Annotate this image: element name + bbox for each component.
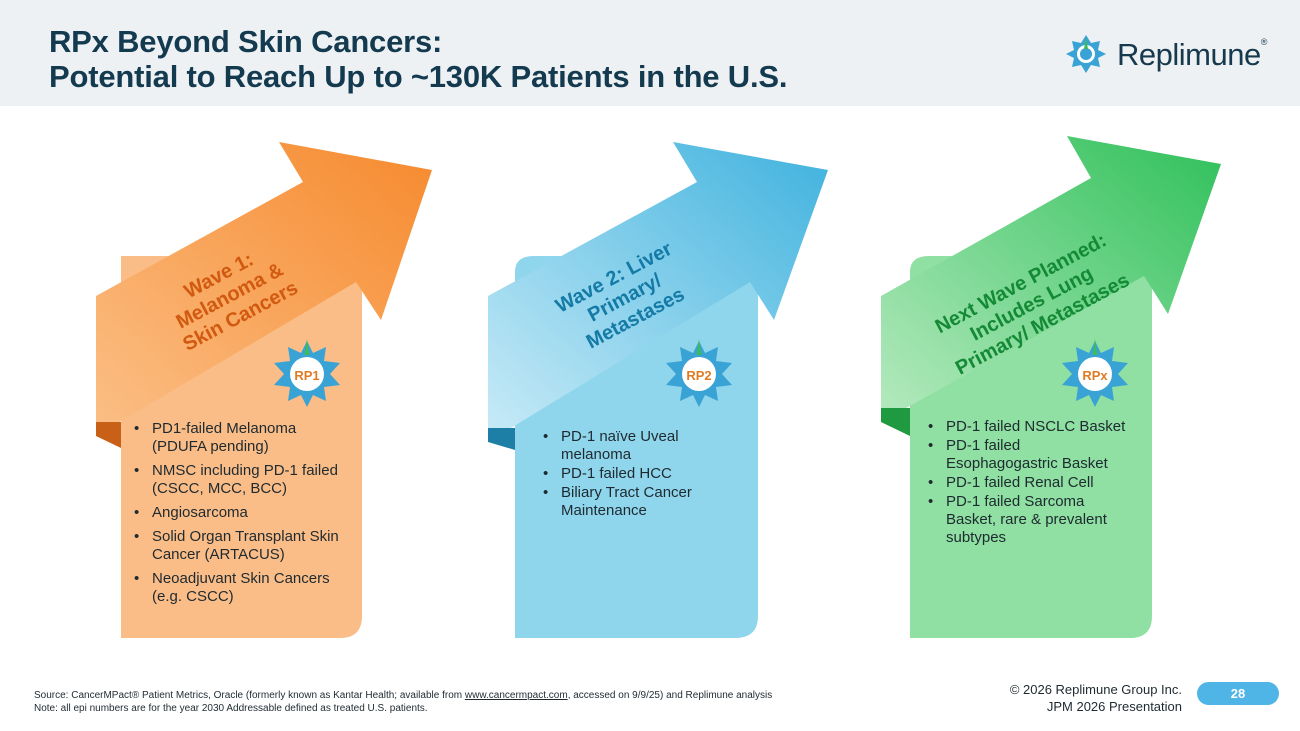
replimune-logo: Replimune® [1064, 33, 1274, 75]
rpx-badge-icon [1062, 339, 1128, 407]
wave-3-item-4: PD-1 failed Sarcoma Basket, rare & preva… [924, 493, 1129, 547]
copyright-block: © 2026 Replimune Group Inc. JPM 2026 Pre… [960, 681, 1182, 715]
wave-3-item-3: PD-1 failed Renal Cell [924, 474, 1129, 492]
source-suffix: , accessed on 9/9/25) and Replimune anal… [567, 690, 773, 701]
copyright-line: © 2026 Replimune Group Inc. [1009, 682, 1182, 697]
rp2-badge: RP2 [656, 337, 742, 413]
rp1-badge-label: RP1 [294, 368, 320, 383]
wave-1-arrow-shape [96, 142, 432, 436]
rpx-badge-label: RPx [1082, 368, 1108, 383]
slide-title: RPx Beyond Skin Cancers: Potential to Re… [49, 24, 787, 94]
logo-registered-mark: ® [1260, 37, 1268, 47]
rp2-badge-icon [666, 339, 732, 407]
wave-2-list: PD-1 naïve Uveal melanoma PD-1 failed HC… [539, 428, 729, 521]
rp1-badge-icon [274, 339, 340, 407]
source-prefix: Source: CancerMPact® Patient Metrics, Or… [34, 690, 465, 701]
wave-3-item-1: PD-1 failed NSCLC Basket [924, 418, 1129, 436]
wave-1-item-4: Solid Organ Transplant Skin Cancer (ARTA… [130, 528, 352, 564]
wave-1-arrow-fold [96, 422, 121, 448]
replimune-logo-text: Replimune® [1117, 37, 1267, 73]
wave-1-item-5: Neoadjuvant Skin Cancers (e.g. CSCC) [130, 570, 352, 606]
slide-title-line-1: RPx Beyond Skin Cancers: [49, 24, 443, 59]
cancermpact-link[interactable]: www.cancermpact.com [464, 690, 568, 701]
rp2-badge-label: RP2 [686, 368, 712, 383]
page-number-badge: 28 [1197, 682, 1279, 705]
wave-2-arrow-shape [488, 142, 828, 442]
wave-1-item-1: PD1-failed Melanoma (PDUFA pending) [130, 420, 352, 456]
wave-2-item-1: PD-1 naïve Uveal melanoma [539, 428, 729, 464]
wave-1-item-3: Angiosarcoma [130, 504, 352, 522]
rpx-badge: RPx [1052, 337, 1138, 413]
wave-3-item-2: PD-1 failed Esophagogastric Basket [924, 437, 1129, 473]
rp1-badge: RP1 [264, 337, 350, 413]
wave-2-item-2: PD-1 failed HCC [539, 465, 729, 483]
wave-3-arrow [881, 136, 1221, 638]
logo-wordmark: Replimune [1117, 37, 1261, 72]
wave-3-arrow-fold [881, 408, 910, 436]
replimune-logo-icon [1066, 35, 1106, 73]
presentation-name: JPM 2026 Presentation [1046, 699, 1182, 714]
wave-2-item-3: Biliary Tract Cancer Maintenance [539, 484, 729, 520]
slide-title-line-2: Potential to Reach Up to ~130K Patients … [49, 59, 788, 94]
source-line: Source: CancerMPact® Patient Metrics, Or… [34, 689, 772, 702]
wave-2-arrow-fold [488, 428, 515, 450]
wave-1-list: PD1-failed Melanoma (PDUFA pending) NMSC… [130, 420, 352, 612]
wave-3-list: PD-1 failed NSCLC Basket PD-1 failed Eso… [924, 418, 1129, 548]
wave-3-arrow-shape [881, 136, 1221, 422]
wave-1-item-2: NMSC including PD-1 failed (CSCC, MCC, B… [130, 462, 352, 498]
epi-note: Note: all epi numbers are for the year 2… [34, 703, 428, 714]
source-note: Source: CancerMPact® Patient Metrics, Or… [34, 689, 772, 715]
